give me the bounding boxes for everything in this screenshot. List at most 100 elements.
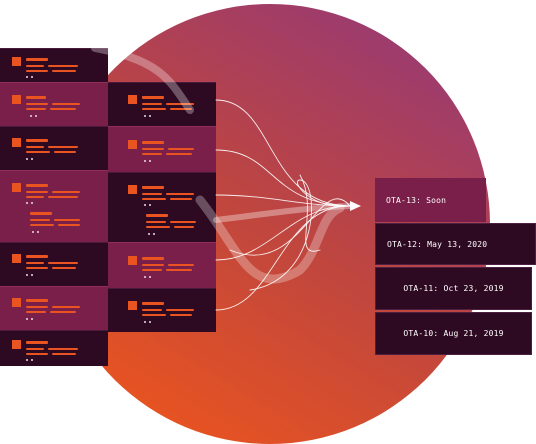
code-line <box>26 299 48 302</box>
code-line <box>26 341 48 344</box>
ellipsis-icon <box>26 202 38 205</box>
code-line <box>52 103 80 105</box>
code-card <box>108 126 216 172</box>
release-label: OTA-10: Aug 21, 2019 <box>403 329 504 338</box>
square-icon <box>128 185 137 194</box>
code-card <box>108 242 216 288</box>
ellipsis-icon <box>32 231 44 234</box>
square-icon <box>128 95 137 104</box>
square-icon <box>12 183 21 192</box>
code-line <box>26 96 46 99</box>
code-card <box>108 172 216 242</box>
code-line <box>54 151 76 153</box>
code-line <box>168 264 194 266</box>
code-line <box>142 264 164 266</box>
code-line <box>168 148 194 150</box>
code-line <box>170 108 192 110</box>
code-line <box>26 267 48 269</box>
ellipsis-icon <box>26 359 38 362</box>
code-line <box>166 309 194 311</box>
release-label: OTA-12: May 13, 2020 <box>387 239 488 249</box>
ellipsis-icon <box>144 160 156 163</box>
ellipsis-icon <box>26 274 38 277</box>
code-line <box>142 257 164 260</box>
code-card <box>0 126 108 170</box>
code-line <box>142 193 162 195</box>
code-line <box>170 198 192 200</box>
code-line <box>26 70 48 72</box>
square-icon <box>12 138 21 147</box>
code-line <box>170 314 192 316</box>
code-line <box>48 65 78 67</box>
code-line <box>26 146 44 148</box>
code-line <box>26 151 50 153</box>
code-line <box>170 221 196 223</box>
code-line <box>48 348 78 350</box>
code-line <box>48 146 78 148</box>
ellipsis-icon <box>26 158 38 161</box>
code-card <box>108 288 216 332</box>
code-line <box>30 219 50 221</box>
code-line <box>26 196 44 198</box>
code-line <box>146 221 166 223</box>
code-card <box>0 82 108 126</box>
ellipsis-icon <box>144 321 156 324</box>
code-line <box>26 65 44 67</box>
code-line <box>166 269 192 271</box>
code-card <box>0 330 108 366</box>
code-line <box>52 267 76 269</box>
code-line <box>26 262 44 264</box>
code-line <box>142 314 166 316</box>
release-card: OTA-10: Aug 21, 2019 <box>375 312 532 355</box>
code-line <box>166 103 194 105</box>
ellipsis-icon <box>26 76 38 79</box>
code-line <box>142 309 162 311</box>
code-line <box>50 108 76 110</box>
code-line <box>142 148 164 150</box>
square-icon <box>12 298 21 307</box>
code-line <box>52 191 80 193</box>
code-line <box>50 311 76 313</box>
code-line <box>58 224 80 226</box>
square-icon <box>128 301 137 310</box>
code-line <box>26 348 44 350</box>
code-card <box>0 48 108 82</box>
code-line <box>166 193 194 195</box>
square-icon <box>128 256 137 265</box>
ellipsis-icon <box>144 276 156 279</box>
code-line <box>48 262 78 264</box>
square-icon <box>12 95 21 104</box>
code-line <box>174 226 194 228</box>
ellipsis-icon <box>144 115 156 118</box>
code-card <box>0 242 108 286</box>
code-line <box>54 219 80 221</box>
code-line <box>142 302 164 305</box>
square-icon <box>128 140 137 149</box>
square-icon <box>12 254 21 263</box>
code-card <box>0 286 108 330</box>
code-line <box>166 153 192 155</box>
code-line <box>146 214 168 217</box>
code-card <box>108 82 216 126</box>
code-line <box>142 103 162 105</box>
release-card-current: OTA-13: Soon <box>375 178 486 222</box>
code-line <box>146 226 170 228</box>
code-line <box>26 353 48 355</box>
ellipsis-icon <box>30 115 42 118</box>
code-line <box>26 255 48 258</box>
code-line <box>26 139 48 142</box>
ellipsis-icon <box>148 233 160 236</box>
code-line <box>142 108 166 110</box>
code-line <box>142 153 162 155</box>
code-card <box>0 170 108 242</box>
code-line <box>52 353 76 355</box>
code-line <box>142 269 162 271</box>
code-line <box>26 58 48 61</box>
code-line <box>26 103 48 105</box>
release-card: OTA-11: Oct 23, 2019 <box>375 267 532 310</box>
code-line <box>26 184 48 187</box>
code-line <box>142 141 164 144</box>
ellipsis-icon <box>26 318 38 321</box>
code-line <box>26 311 46 313</box>
